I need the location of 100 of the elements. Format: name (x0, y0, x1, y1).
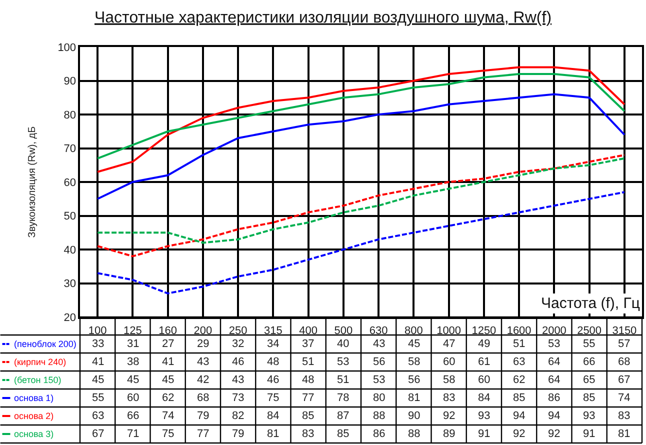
data-label: 64 (548, 374, 560, 386)
chart-title: Частотные характеристики изоляции воздушного шума, Rw(f) (94, 9, 552, 26)
legend-label: (бетон 150) (14, 375, 62, 385)
data-label: 58 (443, 374, 456, 386)
y-tick-label: 90 (64, 76, 76, 88)
data-label: 83 (443, 392, 456, 404)
data-label: 79 (197, 410, 210, 422)
data-label: 53 (337, 356, 350, 368)
data-label: 89 (443, 428, 456, 440)
data-label: 84 (478, 392, 490, 404)
data-label: 88 (373, 410, 386, 422)
y-tick-label: 70 (64, 143, 76, 156)
x-tick-label: 400 (299, 324, 318, 337)
data-label: 88 (408, 428, 420, 440)
data-label: 86 (373, 428, 386, 440)
legend-label: основа 2) (14, 411, 54, 421)
data-label: 43 (232, 374, 244, 386)
data-label: 94 (513, 410, 526, 422)
data-label: 77 (302, 392, 314, 404)
data-label: 83 (618, 410, 630, 422)
data-label: 91 (583, 428, 596, 440)
legend-label: основа 3) (14, 429, 54, 439)
data-label: 75 (162, 428, 174, 440)
data-label: 40 (337, 338, 350, 350)
data-label: 32 (232, 338, 244, 350)
data-label: 45 (127, 374, 140, 386)
line-series (96, 191, 626, 294)
line-series (96, 66, 626, 173)
data-label: 53 (548, 338, 560, 350)
y-tick-label: 40 (64, 244, 76, 256)
legend-label: (пеноблок 200) (14, 339, 76, 349)
x-tick-label: 125 (124, 324, 142, 337)
data-label: 63 (513, 356, 526, 368)
x-tick-label: 1000 (436, 324, 462, 337)
data-label: 85 (302, 410, 314, 422)
data-label: 62 (162, 392, 174, 404)
data-label: 71 (127, 428, 140, 440)
data-label: 85 (513, 392, 526, 404)
data-label: 58 (408, 356, 420, 368)
data-label: 55 (92, 392, 104, 404)
data-label: 61 (478, 356, 490, 368)
line-series (96, 157, 626, 244)
data-label: 31 (127, 338, 140, 350)
data-label: 46 (232, 356, 244, 368)
data-label: 45 (162, 374, 174, 386)
data-label: 29 (197, 338, 210, 350)
x-tick-label: 250 (228, 324, 248, 337)
data-label: 77 (197, 428, 210, 440)
x-tick-label: 160 (158, 324, 177, 337)
y-tick-label: 20 (64, 312, 76, 324)
data-label: 84 (267, 410, 280, 422)
data-label: 81 (408, 392, 420, 404)
data-label: 94 (548, 410, 560, 422)
x-tick-label: 200 (194, 324, 212, 337)
data-label: 45 (92, 374, 104, 386)
x-tick-label: 1600 (506, 324, 532, 337)
data-label: 60 (478, 374, 490, 386)
data-label: 34 (267, 338, 280, 350)
y-axis-title: Звукоизоляция (Rw), дБ (27, 126, 38, 238)
x-tick-label: 800 (404, 324, 423, 337)
data-label: 63 (92, 410, 104, 422)
line-series (96, 73, 626, 160)
x-tick-label: 2500 (577, 324, 602, 337)
x-tick-label: 315 (264, 324, 282, 337)
data-label: 41 (92, 356, 104, 368)
data-label: 56 (373, 356, 386, 368)
data-label: 78 (337, 392, 350, 404)
data-label: 81 (618, 428, 630, 440)
data-label: 60 (127, 392, 140, 404)
data-label: 74 (162, 410, 174, 422)
data-label: 66 (127, 410, 140, 422)
data-label: 51 (513, 338, 526, 350)
data-label: 33 (92, 338, 104, 350)
data-label: 49 (478, 338, 490, 350)
x-tick-label: 630 (369, 324, 388, 337)
data-label: 57 (618, 338, 630, 350)
data-label: 74 (618, 392, 630, 404)
data-label: 56 (408, 374, 420, 386)
data-label: 66 (583, 356, 596, 368)
data-label: 92 (443, 410, 456, 422)
data-label: 41 (162, 356, 174, 368)
data-label: 42 (197, 374, 210, 386)
data-label: 51 (337, 374, 350, 386)
data-label: 45 (408, 338, 420, 350)
data-label: 53 (373, 374, 386, 386)
y-tick-label: 80 (64, 109, 76, 122)
data-label: 93 (478, 410, 490, 422)
data-label: 55 (583, 338, 596, 350)
data-label: 37 (302, 338, 314, 350)
data-label: 86 (548, 392, 560, 404)
data-label: 46 (267, 374, 280, 386)
x-axis-title: Частота (f), Гц (541, 295, 640, 312)
y-tick-label: 50 (64, 210, 76, 223)
data-label: 91 (478, 428, 490, 440)
data-label: 87 (337, 410, 350, 422)
data-label: 47 (443, 338, 456, 350)
data-label: 67 (618, 374, 630, 386)
data-label: 73 (232, 392, 244, 404)
data-label: 43 (373, 338, 386, 350)
y-tick-label: 60 (64, 176, 76, 189)
